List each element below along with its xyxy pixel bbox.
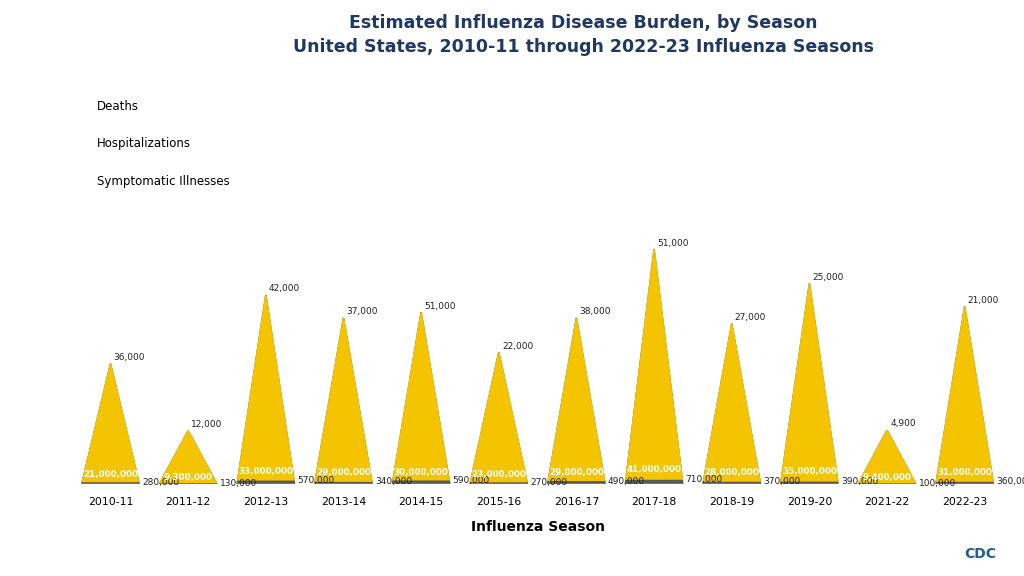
Text: 33,000,000: 33,000,000 — [239, 467, 293, 476]
Text: 280,000: 280,000 — [142, 478, 179, 487]
Text: 27,000: 27,000 — [735, 313, 766, 322]
Polygon shape — [858, 430, 916, 483]
Text: 29,000,000: 29,000,000 — [549, 468, 604, 477]
Text: 29,000,000: 29,000,000 — [316, 468, 371, 477]
Polygon shape — [547, 318, 606, 484]
Text: 42,000: 42,000 — [269, 285, 300, 293]
Text: 490,000: 490,000 — [608, 476, 645, 486]
Text: 270,000: 270,000 — [530, 478, 567, 487]
Text: 130,000: 130,000 — [219, 479, 257, 488]
Polygon shape — [936, 306, 994, 482]
Polygon shape — [237, 295, 295, 484]
Text: Estimated Influenza Disease Burden, by Season
United States, 2010-11 through 202: Estimated Influenza Disease Burden, by S… — [293, 14, 874, 56]
Text: 2011-12: 2011-12 — [166, 497, 211, 506]
Text: 360,000: 360,000 — [996, 478, 1024, 486]
Text: Hospitalizations: Hospitalizations — [97, 138, 191, 150]
Text: 38,000: 38,000 — [580, 307, 611, 316]
Text: 2021-22: 2021-22 — [864, 497, 909, 506]
Polygon shape — [81, 363, 139, 482]
Polygon shape — [780, 283, 839, 482]
Text: 21,000,000: 21,000,000 — [83, 470, 138, 479]
Text: Influenza Season: Influenza Season — [471, 520, 604, 535]
Polygon shape — [470, 352, 528, 482]
Polygon shape — [159, 431, 217, 483]
Text: 30,000,000: 30,000,000 — [393, 468, 449, 477]
Text: 2015-16: 2015-16 — [476, 497, 521, 506]
Text: 2014-15: 2014-15 — [398, 497, 443, 506]
Polygon shape — [780, 283, 839, 484]
Text: 2022-23: 2022-23 — [942, 497, 987, 506]
Polygon shape — [469, 352, 528, 484]
Text: 37,000: 37,000 — [346, 307, 378, 316]
Text: 2018-19: 2018-19 — [709, 497, 755, 506]
Text: 710,000: 710,000 — [685, 475, 723, 484]
Text: Deaths: Deaths — [97, 100, 139, 113]
Text: 36,000: 36,000 — [114, 353, 145, 362]
Text: 100,000: 100,000 — [919, 479, 955, 488]
Polygon shape — [314, 318, 373, 482]
Text: 2012-13: 2012-13 — [243, 497, 289, 506]
Text: 23,000,000: 23,000,000 — [471, 469, 526, 479]
Text: 51,000: 51,000 — [424, 302, 456, 310]
Text: CDC: CDC — [965, 547, 996, 562]
Text: 31,000,000: 31,000,000 — [937, 468, 992, 477]
Polygon shape — [702, 324, 761, 484]
Text: 390,000: 390,000 — [841, 477, 879, 486]
Polygon shape — [237, 295, 295, 480]
Polygon shape — [314, 318, 373, 484]
Text: 340,000: 340,000 — [375, 478, 412, 486]
Polygon shape — [392, 312, 451, 480]
Text: 570,000: 570,000 — [297, 476, 335, 485]
Polygon shape — [625, 249, 684, 484]
Polygon shape — [702, 324, 761, 482]
Text: Influenza Division: Influenza Division — [809, 547, 963, 562]
Polygon shape — [935, 306, 994, 484]
Text: 21,000: 21,000 — [968, 296, 999, 305]
Text: 2016-17: 2016-17 — [554, 497, 599, 506]
Text: Symptomatic Illnesses: Symptomatic Illnesses — [97, 175, 230, 188]
Text: 2017-18: 2017-18 — [632, 497, 677, 506]
Polygon shape — [81, 363, 140, 484]
Text: 9,400,000: 9,400,000 — [862, 473, 911, 482]
Text: 35,000,000: 35,000,000 — [782, 467, 837, 476]
Text: 22,000: 22,000 — [502, 342, 534, 351]
Text: 51,000: 51,000 — [657, 238, 689, 248]
Text: 2013-14: 2013-14 — [321, 497, 367, 506]
Text: 2010-11: 2010-11 — [88, 497, 133, 506]
Text: 4,900: 4,900 — [890, 419, 915, 429]
Text: 2019-20: 2019-20 — [786, 497, 833, 506]
Polygon shape — [159, 431, 218, 484]
Polygon shape — [391, 312, 451, 484]
Text: 41,000,000: 41,000,000 — [627, 465, 682, 475]
Text: 9,300,000: 9,300,000 — [164, 473, 213, 482]
Polygon shape — [857, 430, 916, 484]
Text: 25,000: 25,000 — [812, 273, 844, 282]
Text: 28,000,000: 28,000,000 — [705, 468, 759, 478]
Text: 590,000: 590,000 — [453, 476, 489, 485]
Polygon shape — [548, 318, 605, 481]
Text: 370,000: 370,000 — [763, 478, 801, 486]
Text: 12,000: 12,000 — [191, 420, 222, 429]
Polygon shape — [625, 249, 683, 480]
